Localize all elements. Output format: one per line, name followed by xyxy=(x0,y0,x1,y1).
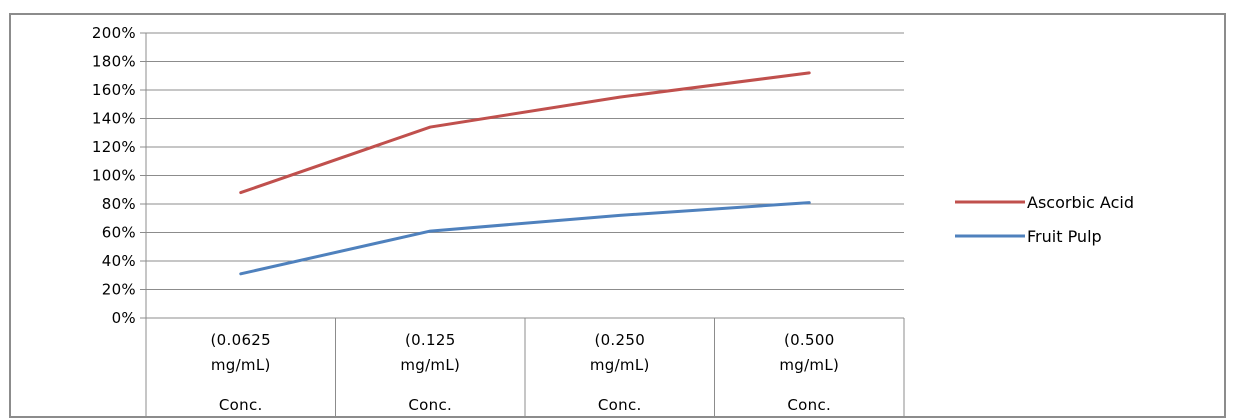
y-tick-label: 200% xyxy=(92,24,136,42)
y-tick-label: 60% xyxy=(102,224,136,242)
legend-label: Fruit Pulp xyxy=(1027,227,1102,246)
y-tick-label: 100% xyxy=(92,167,136,185)
y-tick-label: 140% xyxy=(92,110,136,128)
y-tick-label: 80% xyxy=(102,195,136,213)
y-tick-label: 40% xyxy=(102,252,136,270)
x-tick-label: (0.0625 mg/mL) Conc. xyxy=(211,331,271,414)
x-tick-label: (0.250 mg/mL) Conc. xyxy=(590,331,650,414)
axes: 0% 20% 40% 60% 80% 100% 120% 140% 160% 180% 200% (0… xyxy=(92,24,905,416)
legend-label: Ascorbic Acid xyxy=(1027,193,1134,212)
y-tick-label: 180% xyxy=(92,53,136,71)
y-tick-label: 160% xyxy=(92,81,136,99)
y-tick-label: 0% xyxy=(112,309,136,327)
legend: Ascorbic Acid Fruit Pulp xyxy=(955,193,1134,246)
series-line xyxy=(239,71,811,195)
grid xyxy=(146,32,904,290)
x-tick-label: (0.125 mg/mL) Conc. xyxy=(400,331,460,414)
series-line xyxy=(239,201,811,276)
y-tick-label: 20% xyxy=(102,281,136,299)
x-tick-label: (0.500 mg/mL) Conc. xyxy=(779,331,839,414)
plot-series xyxy=(239,71,811,276)
y-tick-label: 120% xyxy=(92,138,136,156)
